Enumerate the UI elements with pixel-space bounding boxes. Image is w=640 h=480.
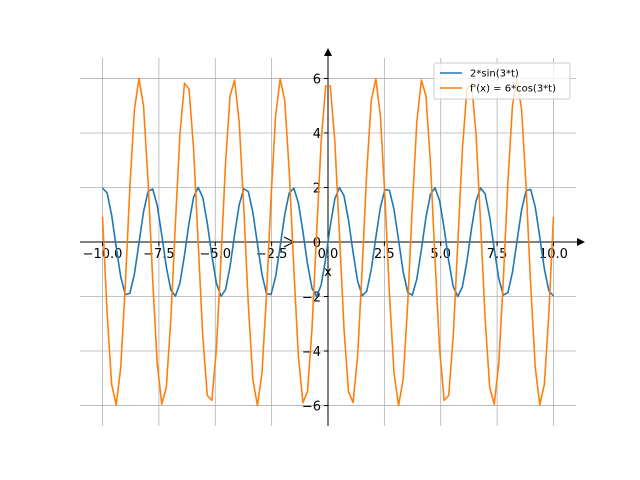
x-axis-title-arrow xyxy=(283,236,296,248)
y-axis-arrow xyxy=(324,48,332,56)
ticks: −10.0 −7.5 −5.0 −2.5 0.0 2.5 5.0 7.5 10.0−6−4−20… xyxy=(83,72,568,414)
series-line-1 xyxy=(101,77,555,407)
x-tick-label-5: 2.5 xyxy=(374,247,395,262)
legend-box xyxy=(433,62,571,100)
series xyxy=(101,77,555,407)
x-tick-label-4: 0.0 xyxy=(318,247,339,262)
x-tick-label-0: −10.0 xyxy=(83,247,123,262)
legend-label-1: f'(x) = 6*cos(3*t) xyxy=(470,84,556,95)
x-axis-title: x xyxy=(324,265,332,280)
x-tick-label-8: 10.0 xyxy=(539,247,568,262)
legend: 2*sin(3*t) f'(x) = 6*cos(3*t) xyxy=(433,62,571,100)
y-tick-label-6: 6 xyxy=(313,72,321,87)
y-tick-label-1: −4 xyxy=(302,345,321,360)
legend-label-0: 2*sin(3*t) xyxy=(470,69,519,80)
y-tick-label-5: 4 xyxy=(313,127,321,142)
x-tick-label-1: −7.5 xyxy=(143,247,175,262)
x-tick-label-7: 7.5 xyxy=(487,247,508,262)
x-tick-label-2: −5.0 xyxy=(199,247,231,262)
y-tick-label-0: −6 xyxy=(302,400,321,415)
series-line-0 xyxy=(101,186,555,298)
x-axis-arrow xyxy=(577,238,585,246)
y-tick-label-4: 2 xyxy=(313,181,321,196)
